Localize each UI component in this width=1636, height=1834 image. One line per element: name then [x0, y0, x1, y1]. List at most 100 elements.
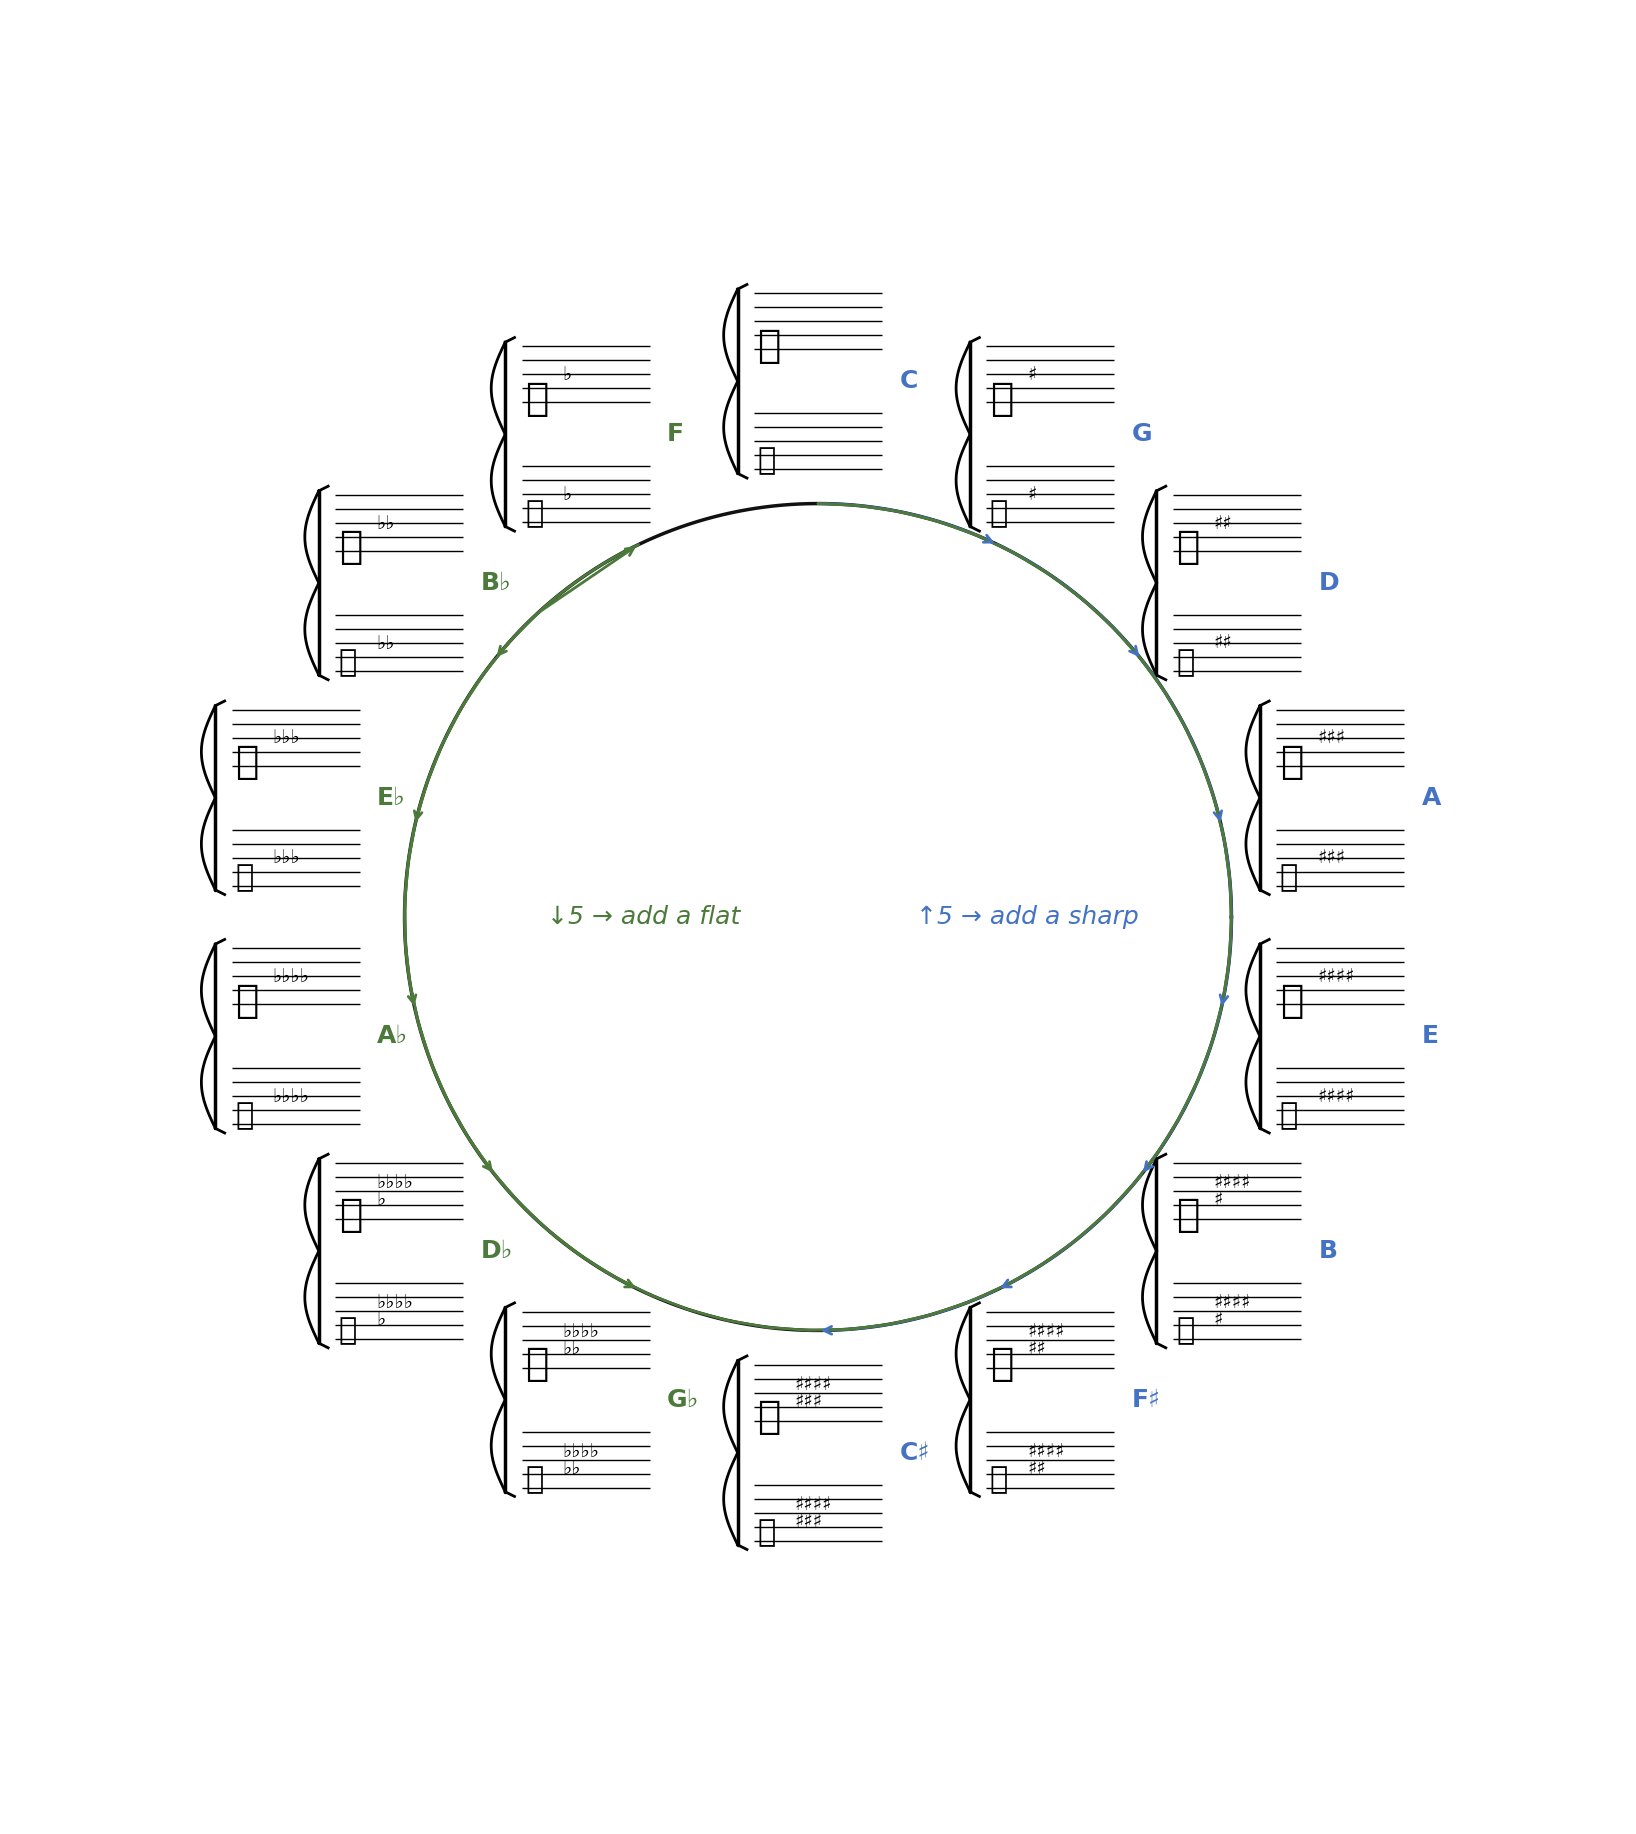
Text: 𝄞: 𝄞 [990, 1344, 1013, 1383]
Text: ♭♭: ♭♭ [376, 633, 394, 653]
Text: C♯: C♯ [900, 1442, 929, 1465]
Bar [519, 343, 651, 407]
Text: 𝄢: 𝄢 [757, 446, 775, 475]
Text: ↓5 → add a flat: ↓5 → add a flat [546, 904, 739, 930]
Text: ♭♭♭: ♭♭♭ [273, 728, 299, 746]
Bar [519, 462, 651, 526]
Bar [1170, 611, 1304, 675]
Bar [229, 945, 362, 1009]
Text: A♭: A♭ [378, 1023, 409, 1049]
Text: 𝄞: 𝄞 [525, 380, 548, 418]
Text: ♭♭: ♭♭ [563, 1458, 581, 1478]
Text: 𝄢: 𝄢 [1279, 862, 1297, 891]
Text: ♯♯♯: ♯♯♯ [1317, 728, 1345, 746]
Bar [751, 1480, 885, 1544]
Bar [1274, 945, 1407, 1009]
Text: ♭♭: ♭♭ [563, 1339, 581, 1357]
Text: ♭: ♭ [376, 1190, 384, 1209]
Text: ♯♯♯: ♯♯♯ [795, 1392, 823, 1410]
Bar [1170, 492, 1304, 556]
Text: E: E [1422, 1023, 1438, 1049]
Text: ♯♯♯: ♯♯♯ [1317, 849, 1345, 867]
Text: 𝄞: 𝄞 [1176, 1196, 1199, 1234]
Text: 𝄞: 𝄞 [525, 1344, 548, 1383]
Text: 𝄢: 𝄢 [1176, 1317, 1194, 1344]
Text: ♯♯♯♯: ♯♯♯♯ [1214, 1293, 1252, 1311]
Bar [1274, 825, 1407, 889]
Text: 𝄢: 𝄢 [525, 1465, 543, 1493]
Text: ♯: ♯ [1214, 1190, 1224, 1209]
Bar [985, 343, 1117, 407]
Bar [751, 409, 885, 473]
Bar [229, 706, 362, 770]
Text: ♯♯: ♯♯ [1214, 514, 1232, 532]
Text: ♯♯: ♯♯ [1027, 1339, 1045, 1357]
Bar [751, 1361, 885, 1425]
Bar [985, 462, 1117, 526]
Text: ♯♯♯♯: ♯♯♯♯ [1317, 1088, 1355, 1106]
Text: F♯: F♯ [1132, 1388, 1162, 1412]
Text: ♭♭♭♭: ♭♭♭♭ [563, 1322, 599, 1341]
Text: ♭: ♭ [563, 484, 571, 504]
Text: 𝄞: 𝄞 [990, 380, 1013, 418]
Text: 𝄢: 𝄢 [525, 499, 543, 528]
Text: 𝄢: 𝄢 [990, 1465, 1008, 1493]
Text: 𝄢: 𝄢 [236, 862, 254, 891]
Text: ♯♯♯♯: ♯♯♯♯ [1027, 1442, 1065, 1460]
Text: 𝄢: 𝄢 [1176, 647, 1194, 677]
Bar [332, 1278, 466, 1342]
Text: 𝄞: 𝄞 [757, 1398, 780, 1436]
Text: 𝄞: 𝄞 [339, 528, 362, 567]
Text: ♭♭♭♭: ♭♭♭♭ [376, 1174, 412, 1192]
Text: ♯: ♯ [1027, 484, 1037, 504]
Text: ↑5 → add a sharp: ↑5 → add a sharp [916, 904, 1139, 930]
Text: ♭♭♭♭: ♭♭♭♭ [273, 1088, 309, 1106]
Text: ♭♭♭♭: ♭♭♭♭ [273, 967, 309, 985]
Text: ♯: ♯ [1027, 365, 1037, 383]
Text: 𝄞: 𝄞 [236, 981, 258, 1020]
Text: 𝄞: 𝄞 [1176, 528, 1199, 567]
Text: ♯♯♯♯: ♯♯♯♯ [795, 1495, 833, 1513]
Text: G♭: G♭ [667, 1388, 700, 1412]
Text: ♭: ♭ [563, 365, 571, 383]
Bar [229, 825, 362, 889]
Bar [1170, 1159, 1304, 1223]
Text: 𝄢: 𝄢 [1279, 1100, 1297, 1130]
Text: F: F [667, 422, 684, 446]
Text: D♭: D♭ [481, 1240, 514, 1264]
Text: G: G [1132, 422, 1153, 446]
Text: B♭: B♭ [481, 570, 512, 594]
Text: 𝄞: 𝄞 [1279, 743, 1304, 781]
Text: ♭♭♭♭: ♭♭♭♭ [563, 1442, 599, 1460]
Text: 𝄞: 𝄞 [757, 326, 780, 365]
Text: D: D [1319, 570, 1338, 594]
Text: B: B [1319, 1240, 1337, 1264]
Text: 𝄢: 𝄢 [339, 1317, 357, 1344]
Text: ♭♭♭: ♭♭♭ [273, 849, 299, 867]
Text: ♯♯♯: ♯♯♯ [795, 1511, 823, 1531]
Text: A: A [1422, 785, 1441, 811]
Text: ♭♭♭♭: ♭♭♭♭ [376, 1293, 412, 1311]
Bar [332, 492, 466, 556]
Text: ♯♯♯♯: ♯♯♯♯ [1214, 1174, 1252, 1192]
Text: C: C [900, 369, 918, 392]
Bar [519, 1427, 651, 1491]
Bar [1274, 1064, 1407, 1128]
Text: ♭♭: ♭♭ [376, 514, 394, 532]
Text: ♯♯♯♯: ♯♯♯♯ [1027, 1322, 1065, 1341]
Bar [332, 1159, 466, 1223]
Text: 𝄞: 𝄞 [236, 743, 258, 781]
Text: ♯♯: ♯♯ [1027, 1458, 1045, 1478]
Bar [1170, 1278, 1304, 1342]
Text: 𝄞: 𝄞 [339, 1196, 362, 1234]
Text: ♯♯♯♯: ♯♯♯♯ [1317, 967, 1355, 985]
Bar [985, 1427, 1117, 1491]
Text: E♭: E♭ [378, 785, 406, 811]
Bar [985, 1308, 1117, 1372]
Text: ♯♯: ♯♯ [1214, 633, 1232, 653]
Text: ♯♯♯♯: ♯♯♯♯ [795, 1376, 833, 1394]
Bar [1274, 706, 1407, 770]
Text: 𝄞: 𝄞 [1279, 981, 1304, 1020]
Bar [332, 611, 466, 675]
Text: 𝄢: 𝄢 [339, 647, 357, 677]
